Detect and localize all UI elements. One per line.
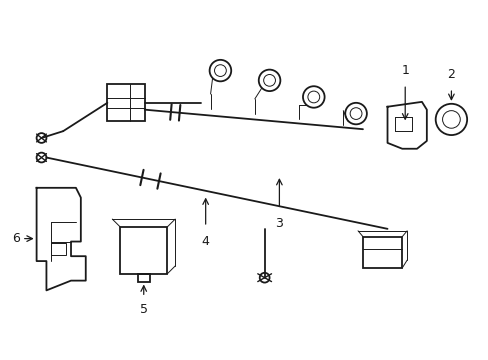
Bar <box>362 237 402 268</box>
Text: 3: 3 <box>275 217 283 230</box>
Text: 6: 6 <box>12 232 20 245</box>
Text: 5: 5 <box>140 303 147 316</box>
Text: 4: 4 <box>202 235 209 248</box>
Bar <box>107 84 144 121</box>
Text: 1: 1 <box>401 64 408 77</box>
Bar <box>120 227 167 274</box>
Bar <box>138 274 149 282</box>
Bar <box>51 243 66 255</box>
Text: 2: 2 <box>447 68 454 81</box>
